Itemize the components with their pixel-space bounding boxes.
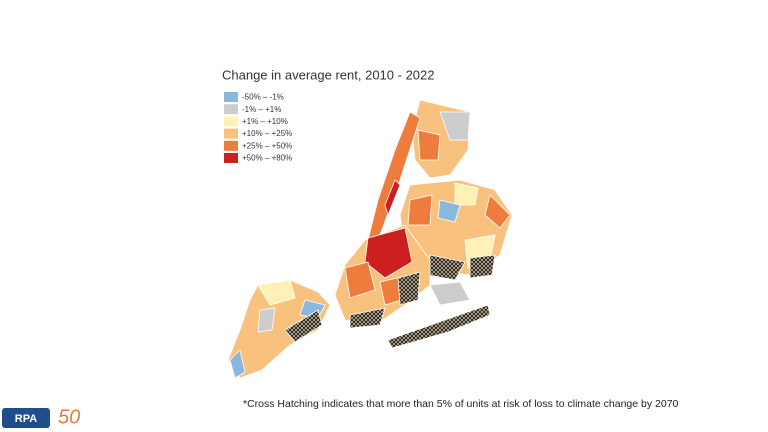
- hatched-area: [349, 307, 386, 329]
- logo-badge: [2, 408, 50, 428]
- legend-label: +1% – +10%: [242, 117, 288, 126]
- brooklyn-area: [364, 227, 413, 279]
- legend-label: -1% – +1%: [242, 105, 281, 114]
- legend-label: +10% – +25%: [242, 129, 292, 138]
- legend-swatch: [224, 92, 238, 102]
- legend-swatch: [224, 140, 238, 151]
- legend-swatch: [224, 104, 238, 115]
- manhattan-area: [384, 179, 401, 217]
- legend-label: +50% – +80%: [242, 154, 292, 163]
- map: [227, 99, 513, 379]
- bronx-area: [439, 111, 471, 141]
- logo-anniversary: 50: [58, 406, 80, 428]
- staten-area: [257, 279, 296, 306]
- queens-area: [484, 194, 511, 229]
- logo: RPA 50: [2, 406, 80, 428]
- hatched-area: [284, 309, 323, 343]
- hatched-area: [469, 254, 496, 279]
- queens-area: [437, 199, 461, 223]
- legend-swatch: [224, 128, 238, 139]
- hatched-area: [397, 271, 421, 306]
- staten-area: [257, 307, 276, 333]
- rockaways: [387, 304, 491, 349]
- logo-name: RPA: [15, 413, 37, 425]
- bronx-area: [417, 129, 441, 161]
- legend-label: -50% – -1%: [242, 93, 284, 102]
- jamaica-bay: [429, 281, 471, 306]
- footnote: *Cross Hatching indicates that more than…: [243, 398, 679, 410]
- map-title: Change in average rent, 2010 - 2022: [222, 67, 435, 82]
- legend-swatch: [224, 153, 238, 163]
- legend: -50% – -1% -1% – +1% +1% – +10% +10% – +25%…: [224, 92, 292, 163]
- brooklyn-area: [344, 261, 376, 299]
- queens-area: [454, 182, 479, 206]
- staten-area: [229, 349, 246, 379]
- legend-label: +25% – +50%: [242, 141, 292, 150]
- legend-swatch: [224, 116, 238, 127]
- queens-area: [407, 194, 433, 226]
